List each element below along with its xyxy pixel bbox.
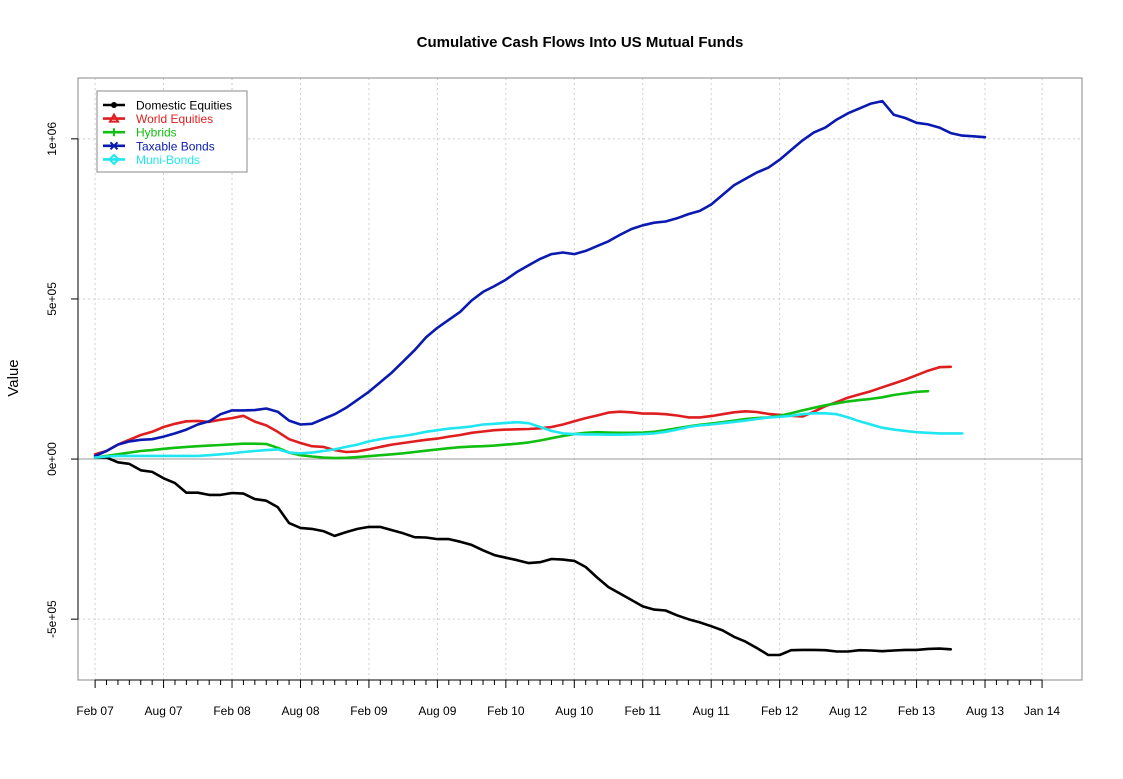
x-tick-label-feb-10: Feb 10: [487, 704, 525, 718]
chart-title: Cumulative Cash Flows Into US Mutual Fun…: [417, 34, 744, 51]
x-tick-label-jan-14: Jan 14: [1024, 704, 1060, 718]
series-lines: [93, 99, 987, 657]
series-line-hybrids: [93, 389, 930, 460]
legend-marker-taxable-bonds: [109, 141, 119, 151]
x-tick-label-feb-13: Feb 13: [898, 704, 936, 718]
legend-marker-hybrids: [110, 128, 118, 137]
x-tick-label-aug-09: Aug 09: [418, 704, 456, 718]
legend-marker-world-equities: [108, 112, 120, 123]
x-tick-label-aug-07: Aug 07: [145, 704, 183, 718]
grid-lines: [78, 78, 1082, 680]
x-tick-label-aug-13: Aug 13: [966, 704, 1004, 718]
legend-marker-domestic-equities: [111, 102, 117, 108]
series-line-taxable-bonds: [93, 99, 987, 458]
legend-label-muni-bonds: Muni-Bonds: [136, 153, 200, 167]
y-tick-label-5e-05: 5e+05: [45, 282, 59, 316]
series-line-muni-bonds: [93, 412, 964, 459]
x-tick-label-feb-08: Feb 08: [213, 704, 251, 718]
x-tick-label-aug-11: Aug 11: [693, 704, 730, 718]
legend-marker-muni-bonds: [108, 153, 120, 166]
legend-label-world-equities: World Equities: [136, 112, 213, 126]
legend-label-taxable-bonds: Taxable Bonds: [136, 139, 215, 153]
x-axis: Feb 07 Aug 07 Feb 08 Aug 08 Feb 09 Aug 09 Feb …: [76, 679, 1060, 718]
x-tick-label-aug-10: Aug 10: [555, 704, 593, 718]
y-axis: -5e+05 0e+00 5e+05 1e+06: [45, 122, 79, 638]
x-tick-label-feb-07: Feb 07: [76, 704, 114, 718]
x-tick-label-aug-12: Aug 12: [829, 704, 867, 718]
x-tick-label-feb-11: Feb 11: [625, 704, 662, 718]
x-tick-label-feb-12: Feb 12: [761, 704, 799, 718]
y-tick-label-1e-06: 1e+06: [45, 122, 59, 156]
x-tick-label-feb-09: Feb 09: [350, 704, 388, 718]
legend-label-hybrids: Hybrids: [136, 126, 177, 140]
y-axis-label: Value: [5, 359, 22, 396]
y-tick-label-5e-05: -5e+05: [45, 600, 59, 638]
x-tick-label-aug-08: Aug 08: [281, 704, 319, 718]
series-line-domestic-equities: [93, 456, 953, 657]
legend-label-domestic-equities: Domestic Equities: [136, 99, 232, 113]
y-tick-label-0e-00: 0e+00: [45, 442, 59, 476]
